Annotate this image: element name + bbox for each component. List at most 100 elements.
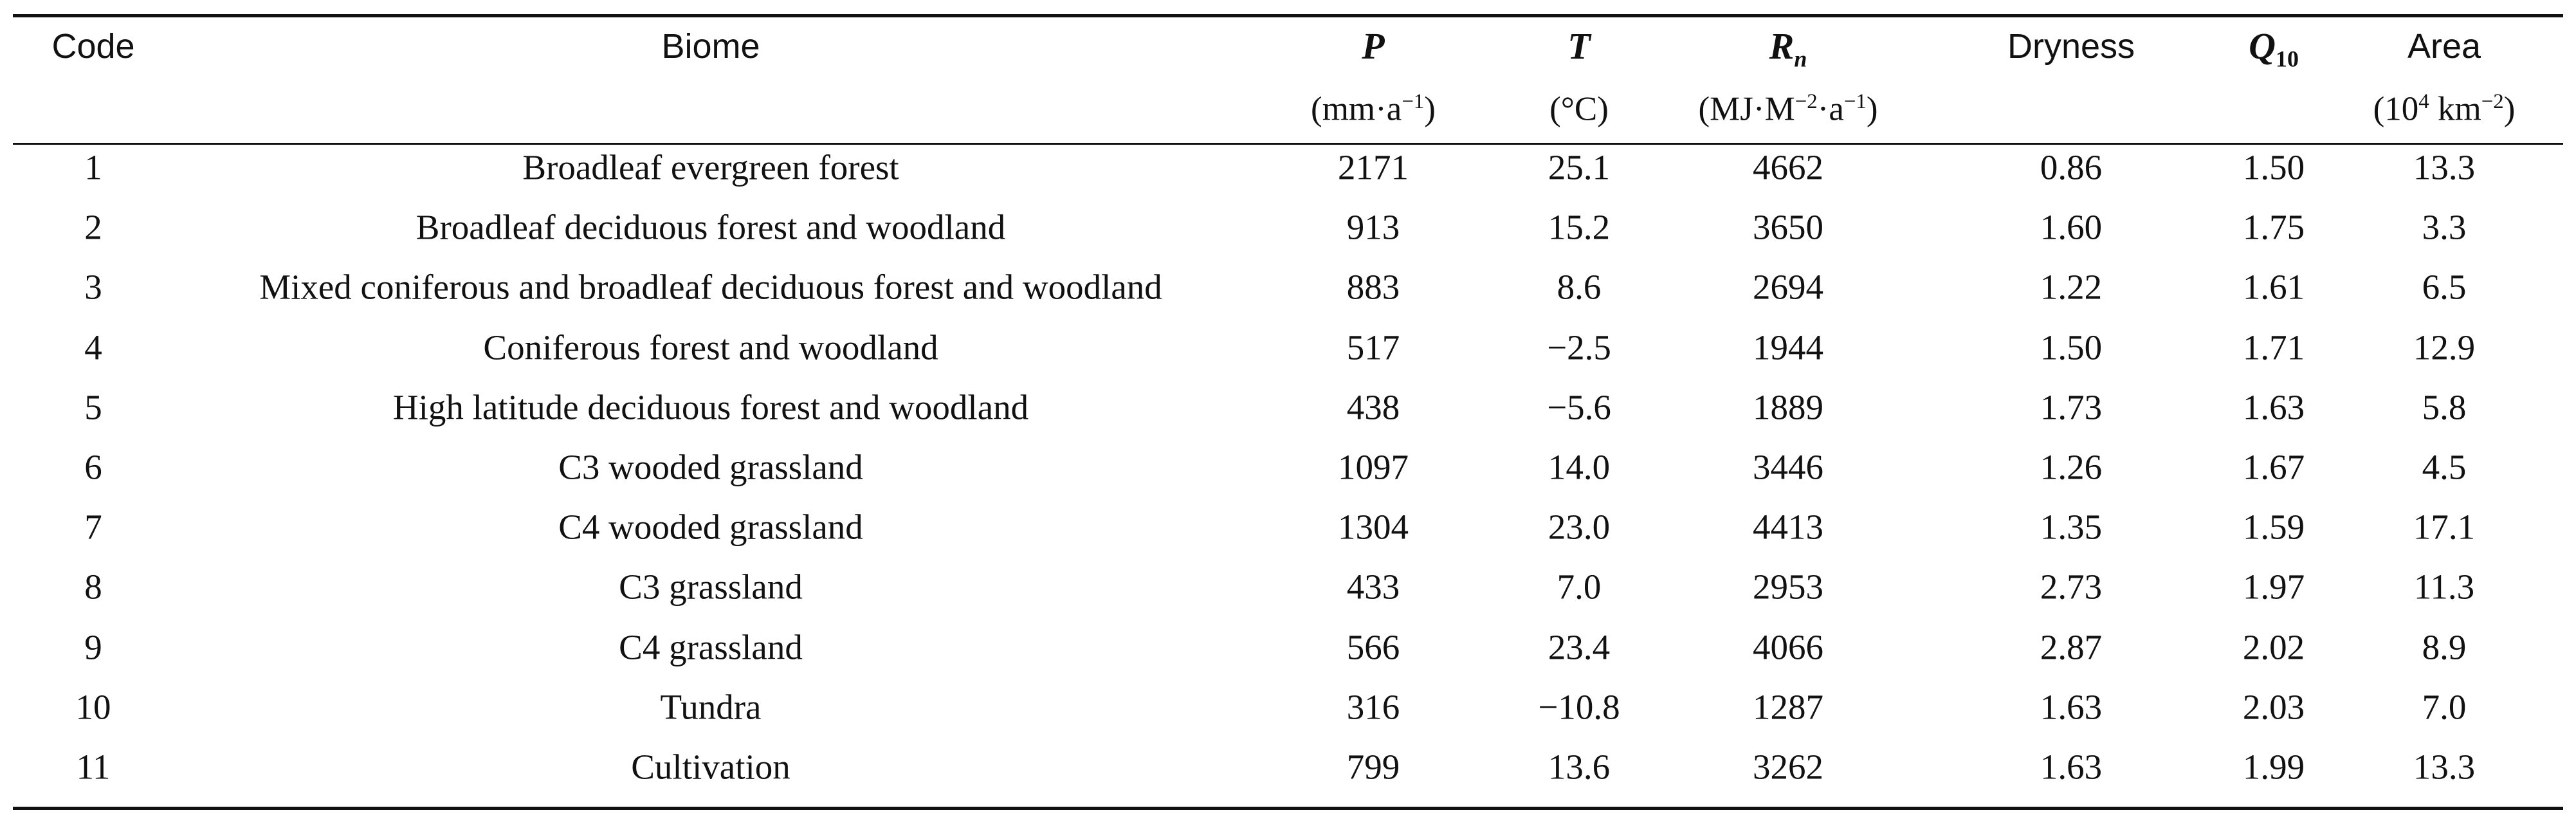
header-q10: Q10 — [2249, 25, 2299, 71]
cell-t: 7.0 — [1557, 567, 1602, 607]
header-dryness: Dryness — [2007, 27, 2135, 66]
header-q10-main: Q — [2249, 25, 2276, 67]
header-biome: Biome — [661, 27, 760, 66]
cell-code: 11 — [76, 747, 111, 787]
cell-t: 13.6 — [1548, 747, 1611, 787]
cell-dryness: 1.73 — [2040, 387, 2103, 427]
unit-rn-a: (MJ·M — [1698, 90, 1795, 128]
header-rn-main: R — [1769, 25, 1795, 67]
cell-dryness: 2.87 — [2040, 627, 2103, 667]
cell-area: 13.3 — [2413, 147, 2476, 187]
cell-area: 17.1 — [2413, 507, 2476, 547]
unit-rn-sup1: −2 — [1795, 89, 1818, 113]
unit-p-sup: −1 — [1402, 89, 1425, 113]
cell-p: 1097 — [1338, 447, 1409, 487]
cell-dryness: 1.63 — [2040, 747, 2103, 787]
cell-rn: 4413 — [1753, 507, 1823, 547]
cell-code: 2 — [84, 207, 102, 247]
unit-rn-c: ) — [1866, 90, 1878, 128]
cell-rn: 1889 — [1753, 387, 1823, 427]
unit-p-b: ) — [1424, 90, 1436, 128]
cell-area: 12.9 — [2413, 327, 2476, 367]
header-rule — [13, 143, 2563, 145]
cell-area: 11.3 — [2413, 567, 2475, 607]
header-t: T — [1567, 25, 1591, 67]
cell-rn: 3446 — [1753, 447, 1823, 487]
cell-code: 6 — [84, 447, 102, 487]
cell-biome: C3 grassland — [619, 567, 803, 607]
unit-area-sup2: −2 — [2481, 89, 2504, 113]
unit-p-a: (mm·a — [1311, 90, 1402, 128]
cell-biome: C4 grassland — [619, 627, 803, 667]
cell-biome: Mixed coniferous and broadleaf deciduous… — [259, 267, 1162, 307]
cell-rn: 2694 — [1753, 267, 1823, 307]
unit-t: (°C) — [1549, 90, 1609, 128]
unit-area: (104 km−2) — [2373, 89, 2516, 128]
cell-q10: 1.63 — [2242, 387, 2305, 427]
cell-q10: 1.59 — [2242, 507, 2305, 547]
cell-t: 23.0 — [1548, 507, 1611, 547]
cell-rn: 3262 — [1753, 747, 1823, 787]
header-q10-sub: 10 — [2275, 46, 2299, 72]
cell-dryness: 1.22 — [2040, 267, 2103, 307]
header-p: P — [1362, 25, 1385, 67]
cell-dryness: 2.73 — [2040, 567, 2103, 607]
cell-t: 25.1 — [1548, 147, 1611, 187]
cell-q10: 1.50 — [2242, 147, 2305, 187]
cell-code: 10 — [75, 687, 111, 727]
cell-t: −2.5 — [1547, 327, 1611, 367]
unit-p: (mm·a−1) — [1311, 89, 1436, 128]
cell-biome: Broadleaf deciduous forest and woodland — [416, 207, 1006, 247]
cell-t: 15.2 — [1548, 207, 1611, 247]
cell-biome: High latitude deciduous forest and woodl… — [392, 387, 1029, 427]
cell-dryness: 1.35 — [2040, 507, 2103, 547]
cell-area: 13.3 — [2413, 747, 2476, 787]
top-rule — [13, 14, 2563, 17]
cell-p: 566 — [1346, 627, 1400, 667]
cell-dryness: 1.26 — [2040, 447, 2103, 487]
cell-q10: 2.03 — [2242, 687, 2305, 727]
cell-q10: 1.71 — [2242, 327, 2305, 367]
cell-code: 4 — [84, 327, 102, 367]
cell-code: 8 — [84, 567, 102, 607]
cell-dryness: 1.63 — [2040, 687, 2103, 727]
cell-area: 8.9 — [2422, 627, 2467, 667]
cell-area: 6.5 — [2422, 267, 2467, 307]
cell-q10: 1.61 — [2242, 267, 2305, 307]
cell-biome: Broadleaf evergreen forest — [522, 147, 899, 187]
cell-area: 7.0 — [2422, 687, 2467, 727]
cell-p: 913 — [1346, 207, 1400, 247]
cell-p: 517 — [1346, 327, 1400, 367]
cell-q10: 2.02 — [2242, 627, 2305, 667]
cell-t: 14.0 — [1548, 447, 1611, 487]
cell-q10: 1.67 — [2242, 447, 2305, 487]
cell-t: 8.6 — [1557, 267, 1602, 307]
cell-p: 433 — [1346, 567, 1400, 607]
cell-area: 5.8 — [2422, 387, 2467, 427]
cell-code: 3 — [84, 267, 102, 307]
unit-area-a: (10 — [2373, 90, 2419, 128]
cell-p: 883 — [1346, 267, 1400, 307]
header-area: Area — [2407, 27, 2481, 66]
cell-rn: 4066 — [1753, 627, 1823, 667]
cell-t: −10.8 — [1538, 687, 1620, 727]
cell-p: 1304 — [1338, 507, 1409, 547]
cell-area: 4.5 — [2422, 447, 2467, 487]
header-code: Code — [51, 27, 135, 66]
cell-code: 5 — [84, 387, 102, 427]
cell-code: 9 — [84, 627, 102, 667]
cell-dryness: 1.60 — [2040, 207, 2103, 247]
cell-code: 1 — [84, 147, 102, 187]
unit-rn: (MJ·M−2·a−1) — [1698, 89, 1878, 128]
cell-q10: 1.97 — [2242, 567, 2305, 607]
cell-rn: 1944 — [1753, 327, 1823, 367]
unit-rn-b: ·a — [1817, 90, 1844, 128]
header-rn: Rn — [1769, 25, 1807, 71]
unit-rn-sup2: −1 — [1843, 89, 1867, 113]
cell-code: 7 — [84, 507, 102, 547]
bottom-rule — [13, 807, 2563, 810]
cell-biome: Coniferous forest and woodland — [483, 327, 938, 367]
cell-biome: C3 wooded grassland — [558, 447, 863, 487]
cell-rn: 1287 — [1753, 687, 1823, 727]
